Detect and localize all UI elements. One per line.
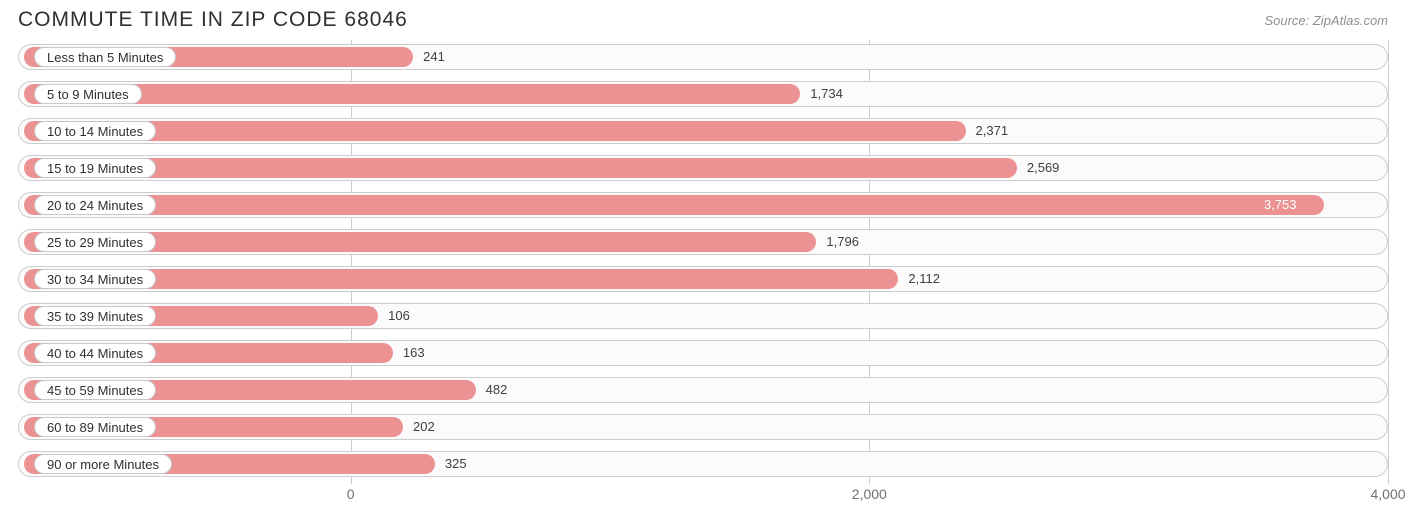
bar xyxy=(24,195,1324,215)
category-pill: 25 to 29 Minutes xyxy=(34,232,156,252)
chart-row: 25 to 29 Minutes 1,796 xyxy=(18,225,1388,259)
value-label: 241 xyxy=(423,47,445,67)
value-label: 1,796 xyxy=(826,232,859,252)
category-pill: 45 to 59 Minutes xyxy=(34,380,156,400)
chart-row: 45 to 59 Minutes 482 xyxy=(18,373,1388,407)
chart-row: Less than 5 Minutes 241 xyxy=(18,40,1388,74)
chart-row: 5 to 9 Minutes 1,734 xyxy=(18,77,1388,111)
value-label: 163 xyxy=(403,343,425,363)
category-pill: 30 to 34 Minutes xyxy=(34,269,156,289)
category-pill: 20 to 24 Minutes xyxy=(34,195,156,215)
category-pill: 90 or more Minutes xyxy=(34,454,172,474)
chart-row: 90 or more Minutes 325 xyxy=(18,447,1388,481)
chart-row: 30 to 34 Minutes 2,112 xyxy=(18,262,1388,296)
category-pill: 10 to 14 Minutes xyxy=(34,121,156,141)
chart-row: 10 to 14 Minutes 2,371 xyxy=(18,114,1388,148)
category-pill: Less than 5 Minutes xyxy=(34,47,176,67)
category-pill: 40 to 44 Minutes xyxy=(34,343,156,363)
chart-rows: Less than 5 Minutes 241 5 to 9 Minutes 1,73… xyxy=(18,40,1388,481)
category-pill: 5 to 9 Minutes xyxy=(34,84,142,104)
value-label: 3,753 xyxy=(1264,195,1297,215)
value-label: 202 xyxy=(413,417,435,437)
value-label: 2,112 xyxy=(908,269,940,289)
category-pill: 35 to 39 Minutes xyxy=(34,306,156,326)
x-axis-tick: 2,000 xyxy=(852,486,887,502)
chart-row: 20 to 24 Minutes 3,753 xyxy=(18,188,1388,222)
chart-row: 35 to 39 Minutes 106 xyxy=(18,299,1388,333)
value-label: 2,371 xyxy=(976,121,1009,141)
bar xyxy=(24,158,1017,178)
x-axis-tick: 4,000 xyxy=(1370,486,1405,502)
chart-row: 15 to 19 Minutes 2,569 xyxy=(18,151,1388,185)
value-label: 2,569 xyxy=(1027,158,1060,178)
chart-source: Source: ZipAtlas.com xyxy=(1264,13,1388,28)
chart-title: COMMUTE TIME IN ZIP CODE 68046 xyxy=(18,8,408,32)
chart-header: COMMUTE TIME IN ZIP CODE 68046 Source: Z… xyxy=(0,0,1406,34)
chart-row: 60 to 89 Minutes 202 xyxy=(18,410,1388,444)
value-label: 106 xyxy=(388,306,410,326)
x-axis: 02,0004,000 xyxy=(18,486,1388,516)
x-axis-tick: 0 xyxy=(347,486,355,502)
value-label: 482 xyxy=(486,380,508,400)
bar xyxy=(24,121,966,141)
value-label: 1,734 xyxy=(810,84,843,104)
chart-plot: Less than 5 Minutes 241 5 to 9 Minutes 1,73… xyxy=(18,40,1388,484)
category-pill: 60 to 89 Minutes xyxy=(34,417,156,437)
chart-area: Less than 5 Minutes 241 5 to 9 Minutes 1,73… xyxy=(10,40,1396,484)
value-label: 325 xyxy=(445,454,467,474)
gridline xyxy=(1388,40,1389,484)
chart-row: 40 to 44 Minutes 163 xyxy=(18,336,1388,370)
category-pill: 15 to 19 Minutes xyxy=(34,158,156,178)
